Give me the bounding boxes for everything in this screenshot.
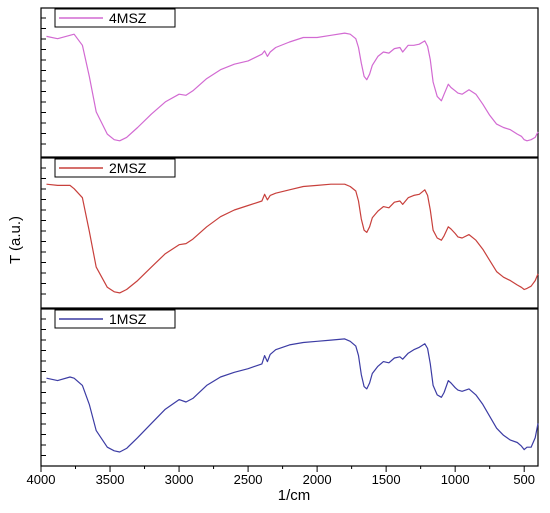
x-tick-label: 1500 — [372, 472, 401, 487]
x-tick-label: 3000 — [165, 472, 194, 487]
legend-box — [54, 309, 176, 329]
x-tick-label: 500 — [513, 472, 535, 487]
series-line-1msz — [46, 338, 539, 453]
legend-4msz: 4MSZ — [54, 8, 176, 28]
y-axis-label: T (a.u.) — [7, 216, 24, 264]
x-axis-label: 1/cm — [278, 487, 311, 504]
panel-1msz: 1MSZ — [40, 308, 539, 467]
legend-label: 2MSZ — [109, 160, 147, 176]
legend-1msz: 1MSZ — [54, 309, 176, 329]
x-tick-label: 4000 — [27, 472, 56, 487]
panel-2msz: 2MSZ — [40, 157, 539, 309]
legend-label: 1MSZ — [109, 311, 147, 327]
legend-box — [54, 158, 176, 178]
series-line-2msz — [46, 183, 539, 294]
x-axis: 4000 3500 3000 2500 2000 1500 1000 500 — [27, 466, 535, 487]
x-tick-label: 2000 — [303, 472, 332, 487]
legend-label: 4MSZ — [109, 10, 147, 26]
series-line-4msz — [46, 32, 539, 142]
panel-frame — [40, 308, 539, 467]
panel-frame — [40, 157, 539, 309]
legend-box — [54, 8, 176, 28]
x-tick-label: 3500 — [96, 472, 125, 487]
chart-panels: 4MSZ 2MSZ 1MSZ — [40, 7, 539, 467]
panel-frame — [40, 7, 539, 158]
x-tick-label: 2500 — [234, 472, 263, 487]
legend-2msz: 2MSZ — [54, 158, 176, 178]
panel-4msz: 4MSZ — [40, 7, 539, 158]
x-tick-label: 1000 — [441, 472, 470, 487]
